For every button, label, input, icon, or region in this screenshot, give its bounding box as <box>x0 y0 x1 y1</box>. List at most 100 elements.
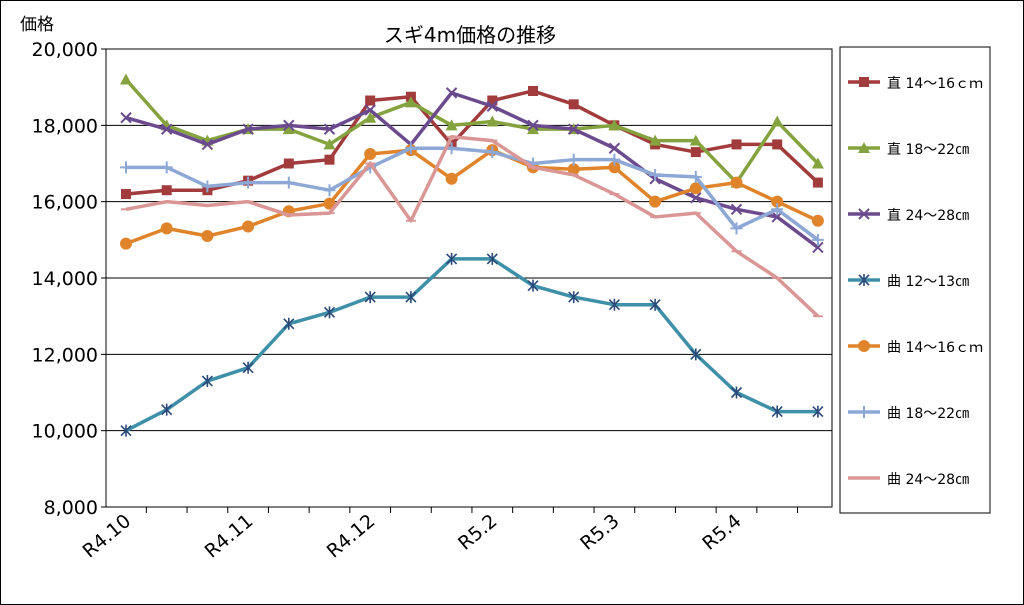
data-point <box>689 182 702 195</box>
data-point <box>812 405 824 418</box>
data-point <box>772 139 783 150</box>
data-point <box>689 170 702 183</box>
data-point <box>365 95 376 106</box>
data-point <box>690 147 701 158</box>
y-tick-label: 14,000 <box>32 268 98 290</box>
y-tick-label: 10,000 <box>32 421 98 443</box>
data-point <box>567 123 580 135</box>
series <box>121 135 823 318</box>
y-tick-label: 20,000 <box>32 39 98 61</box>
legend-item: 直 24～28㎝ <box>848 207 969 224</box>
y-tick-label: 12,000 <box>32 344 98 366</box>
data-point <box>731 139 742 150</box>
data-point <box>282 123 295 135</box>
y-tick-label: 16,000 <box>32 192 98 214</box>
data-point <box>527 119 539 132</box>
data-point <box>323 138 336 150</box>
data-point <box>730 176 743 189</box>
data-point <box>858 340 870 352</box>
data-point <box>486 115 499 127</box>
legend-label: 直 18～22㎝ <box>887 141 969 158</box>
data-point <box>161 185 172 196</box>
data-point <box>121 189 131 200</box>
data-point <box>160 161 173 174</box>
legend-label: 曲 14～16ｃｍ <box>887 340 983 356</box>
data-point <box>405 291 417 304</box>
data-point <box>283 317 295 330</box>
series-line <box>125 257 818 433</box>
data-point <box>201 375 213 388</box>
data-point <box>771 405 783 418</box>
legend-item: 曲 14～16ｃｍ <box>848 340 983 356</box>
y-tick-label: 18,000 <box>32 115 98 137</box>
data-point <box>201 138 214 151</box>
data-point <box>242 123 254 135</box>
legend-label: 曲 18～22㎝ <box>887 406 969 422</box>
data-point <box>364 147 377 160</box>
data-point <box>527 123 539 135</box>
data-point <box>649 134 662 146</box>
data-point <box>811 233 824 246</box>
legend-item: 直 18～22㎝ <box>848 141 969 158</box>
data-point <box>160 222 173 235</box>
data-point <box>282 176 295 189</box>
data-point <box>323 197 336 210</box>
data-point <box>242 220 255 233</box>
data-point <box>323 306 336 319</box>
data-point <box>812 241 824 254</box>
data-point <box>649 195 662 208</box>
x-tick-label: R4.11 <box>201 510 258 563</box>
data-point <box>283 119 295 132</box>
data-point <box>858 274 870 286</box>
data-point <box>201 180 214 193</box>
series-lines <box>120 73 824 437</box>
data-point <box>242 361 254 374</box>
data-point <box>649 298 661 311</box>
data-point <box>730 222 743 235</box>
y-tick-label: 8,000 <box>44 497 98 519</box>
data-point <box>120 73 132 85</box>
x-tick-label: R5.4 <box>698 510 745 555</box>
x-tick-label: R5.3 <box>576 510 623 555</box>
series-line <box>124 78 820 185</box>
data-point <box>486 100 499 112</box>
data-point <box>689 134 702 146</box>
data-point <box>120 237 132 250</box>
data-point <box>445 172 458 185</box>
data-point <box>445 87 458 99</box>
data-point <box>568 291 580 304</box>
data-point <box>859 77 869 87</box>
data-point <box>608 119 621 131</box>
series-line <box>125 91 819 249</box>
series <box>120 142 824 246</box>
chart-title: スギ4m価格の推移 <box>384 23 556 47</box>
legend-label: 曲 12～13㎝ <box>887 274 969 290</box>
data-point <box>364 104 376 116</box>
data-point <box>608 153 621 166</box>
data-point <box>364 291 376 304</box>
data-point <box>771 195 784 208</box>
legend-item: 曲 24～28㎝ <box>848 472 969 488</box>
data-point <box>730 386 743 399</box>
data-point <box>690 192 702 204</box>
data-point <box>120 161 132 174</box>
data-point <box>404 96 417 108</box>
legend-item: 曲 18～22㎝ <box>848 406 969 422</box>
data-point <box>812 177 823 188</box>
data-point <box>690 348 702 361</box>
data-point <box>487 95 498 106</box>
data-point <box>323 184 336 197</box>
data-point <box>608 161 621 174</box>
data-point <box>730 203 743 216</box>
data-point <box>858 208 870 220</box>
data-point <box>160 123 173 135</box>
data-point <box>283 158 294 169</box>
data-point <box>567 163 580 176</box>
series-line <box>126 146 819 242</box>
data-point <box>242 176 255 189</box>
data-point <box>364 111 377 123</box>
y-axis-title: 価格 <box>20 15 54 35</box>
series <box>121 85 823 200</box>
